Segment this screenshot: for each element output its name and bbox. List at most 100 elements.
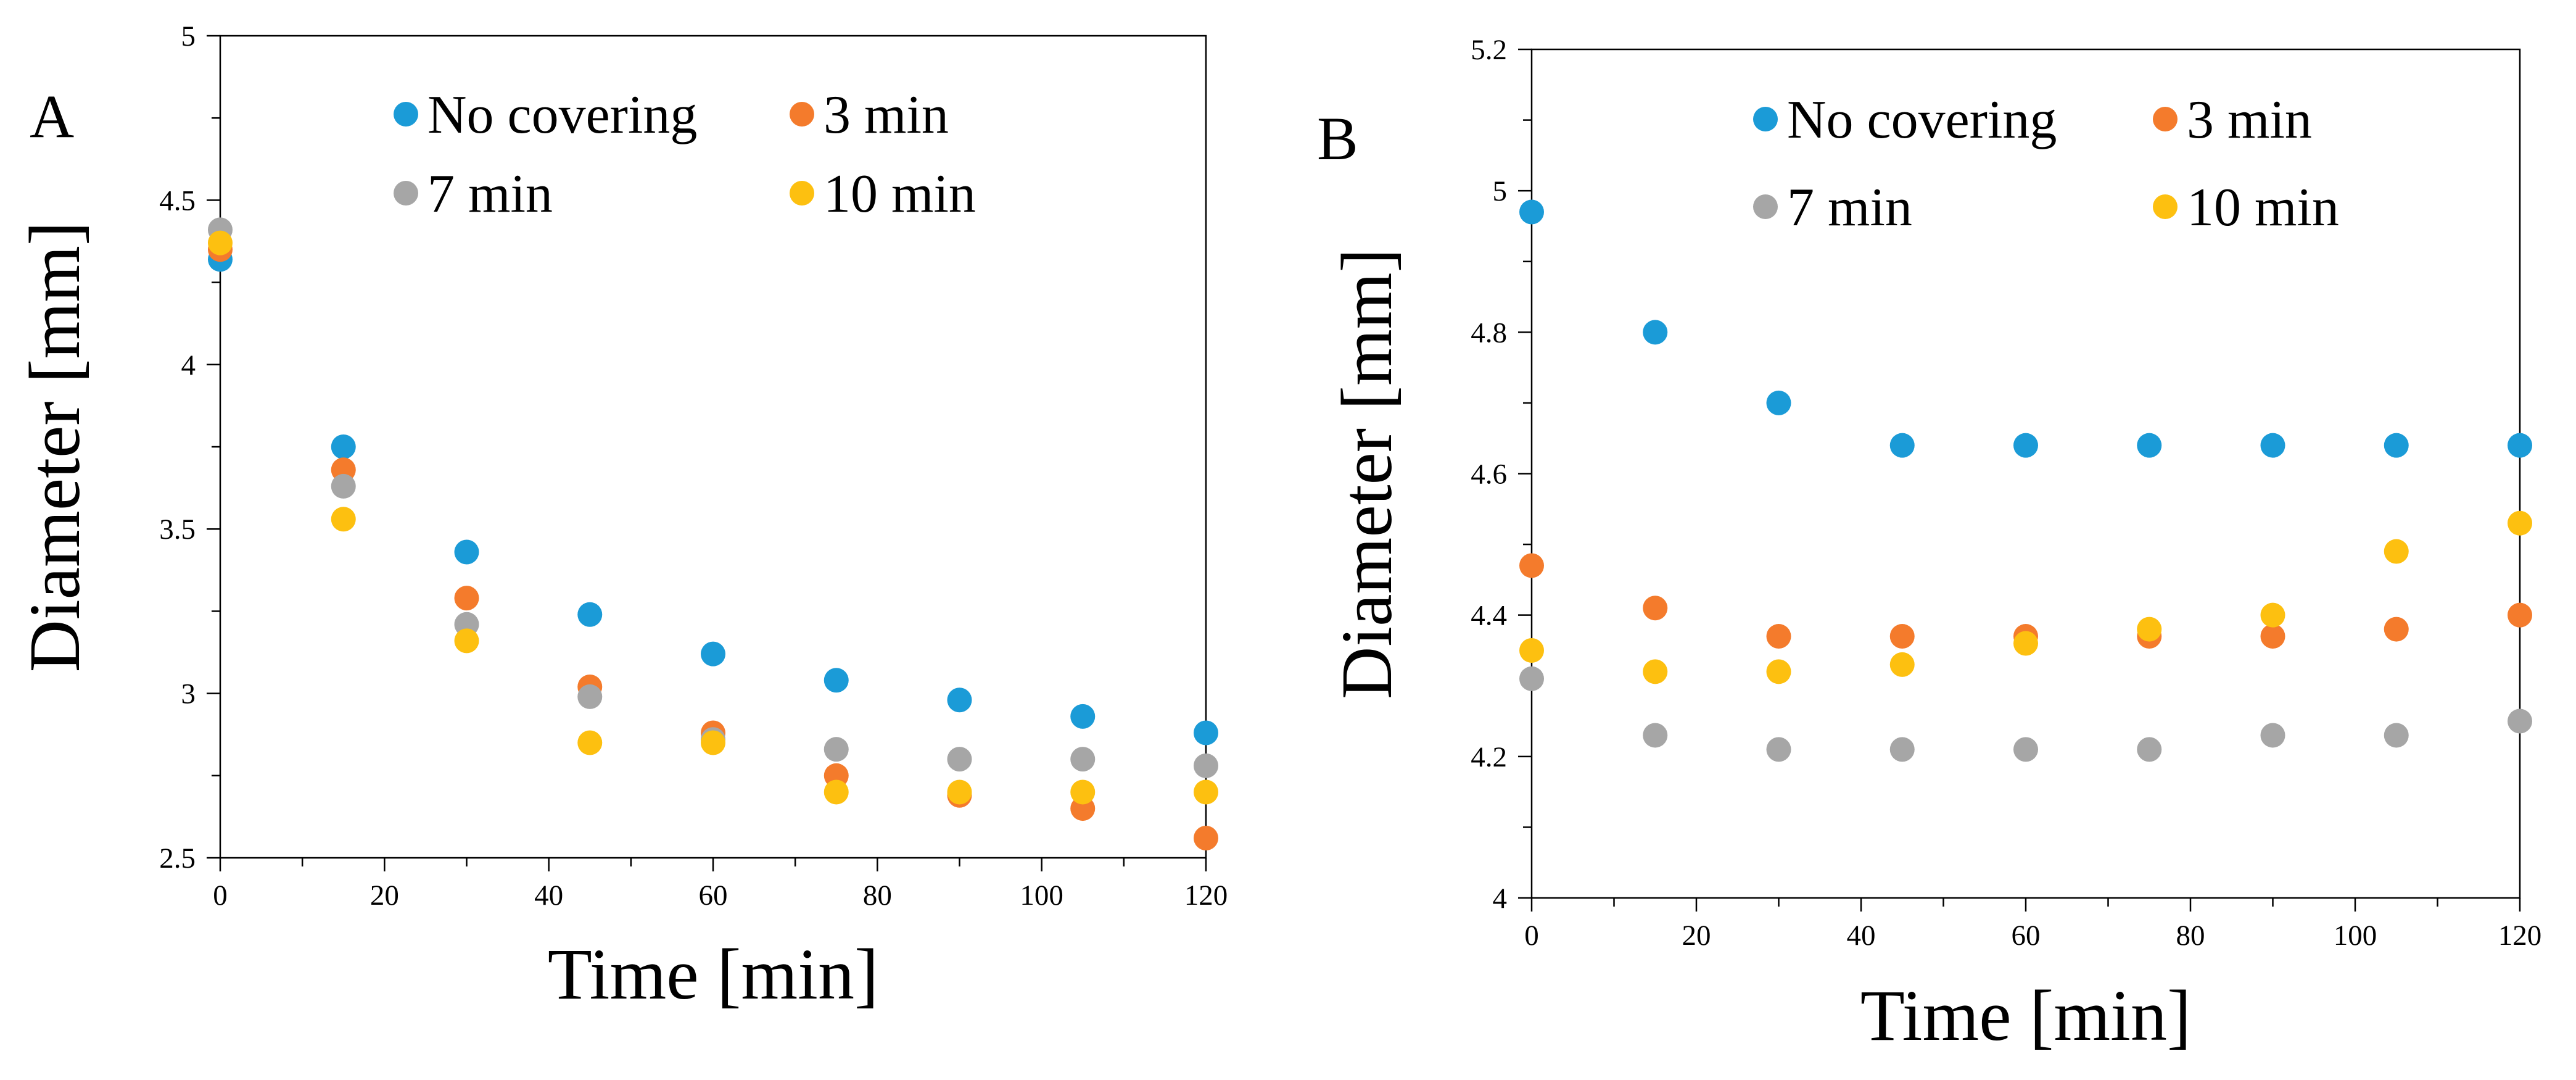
y-tick-label: 4.8 bbox=[1471, 317, 1507, 349]
y-tick-label: 4.4 bbox=[1471, 600, 1507, 632]
data-point bbox=[2260, 723, 2285, 748]
data-point bbox=[577, 684, 603, 709]
data-point bbox=[208, 230, 233, 255]
data-point bbox=[2137, 617, 2162, 642]
data-point bbox=[1519, 553, 1544, 578]
data-point bbox=[1070, 747, 1096, 772]
y-tick-label: 3.5 bbox=[159, 513, 196, 546]
x-tick-label: 100 bbox=[1020, 879, 1063, 912]
data-point bbox=[2260, 602, 2285, 628]
data-point bbox=[2508, 510, 2532, 536]
data-point bbox=[947, 687, 972, 713]
y-tick-label: 3 bbox=[181, 678, 196, 710]
data-point bbox=[701, 641, 725, 667]
data-point bbox=[2137, 433, 2162, 458]
x-tick-label: 40 bbox=[534, 879, 563, 912]
data-point bbox=[2508, 602, 2532, 628]
data-point bbox=[2384, 539, 2409, 564]
data-point bbox=[2508, 708, 2532, 734]
legend-marker bbox=[394, 181, 418, 206]
legend-marker bbox=[790, 102, 814, 127]
panel-letter: A bbox=[30, 82, 74, 151]
data-point bbox=[331, 434, 356, 459]
data-point bbox=[331, 473, 356, 499]
y-tick-label: 5.2 bbox=[1471, 34, 1507, 66]
legend-label: 10 min bbox=[824, 164, 976, 224]
legend-label: 7 min bbox=[427, 164, 553, 224]
data-point bbox=[701, 730, 725, 755]
x-tick-label: 40 bbox=[1847, 920, 1876, 952]
x-axis-title: Time [min] bbox=[548, 934, 879, 1015]
y-tick-label: 4 bbox=[181, 349, 196, 381]
legend-marker bbox=[2153, 194, 2178, 219]
data-point bbox=[1194, 779, 1218, 805]
data-point bbox=[1889, 624, 1915, 649]
legend-marker bbox=[1753, 194, 1778, 219]
x-tick-label: 120 bbox=[1184, 879, 1228, 912]
x-tick-label: 100 bbox=[2334, 920, 2377, 952]
x-tick-label: 120 bbox=[2498, 920, 2542, 952]
data-point bbox=[454, 586, 479, 611]
legend-marker bbox=[2153, 107, 2178, 131]
data-point bbox=[1194, 826, 1218, 851]
x-tick-label: 80 bbox=[863, 879, 892, 912]
y-tick-label: 4 bbox=[1493, 883, 1508, 915]
y-tick-label: 5 bbox=[1493, 175, 1508, 207]
y-tick-label: 4.6 bbox=[1471, 459, 1507, 491]
data-point bbox=[824, 668, 849, 693]
legend-label: 7 min bbox=[1787, 178, 1912, 238]
y-tick-label: 4.2 bbox=[1471, 741, 1507, 773]
x-tick-label: 60 bbox=[2012, 920, 2041, 952]
data-point bbox=[947, 747, 972, 772]
data-point bbox=[1766, 659, 1791, 684]
data-point bbox=[1519, 666, 1544, 691]
y-tick-label: 4.5 bbox=[159, 185, 196, 217]
data-point bbox=[2013, 737, 2038, 762]
data-point bbox=[1519, 199, 1544, 225]
data-point bbox=[1194, 753, 1218, 778]
legend-label: 3 min bbox=[2187, 90, 2312, 150]
x-tick-label: 0 bbox=[1524, 920, 1539, 952]
data-point bbox=[824, 779, 849, 805]
legend-marker bbox=[1753, 107, 1778, 131]
legend-marker bbox=[790, 181, 814, 206]
plot-frame bbox=[1530, 48, 2521, 899]
data-point bbox=[2384, 723, 2409, 748]
data-point bbox=[2260, 624, 2285, 649]
data-point bbox=[1519, 638, 1544, 663]
data-point bbox=[2137, 737, 2162, 762]
data-point bbox=[331, 507, 356, 532]
data-point bbox=[1194, 720, 1218, 746]
data-point bbox=[1643, 596, 1668, 621]
data-point bbox=[2260, 433, 2285, 458]
data-point bbox=[2013, 631, 2038, 656]
legend-label: 10 min bbox=[2187, 178, 2339, 238]
legend-label: 3 min bbox=[824, 85, 949, 145]
data-point bbox=[824, 737, 849, 762]
x-axis-title: Time [min] bbox=[1860, 975, 2192, 1056]
data-point bbox=[1643, 659, 1668, 684]
x-tick-label: 20 bbox=[1682, 920, 1711, 952]
data-point bbox=[1889, 652, 1915, 677]
data-point bbox=[577, 602, 603, 627]
data-point bbox=[947, 779, 972, 805]
data-point bbox=[1766, 737, 1791, 762]
x-tick-label: 0 bbox=[213, 879, 228, 912]
data-point bbox=[1889, 433, 1915, 458]
data-point bbox=[1889, 737, 1915, 762]
data-point bbox=[2384, 433, 2409, 458]
legend-label: No covering bbox=[427, 85, 697, 145]
data-point bbox=[454, 539, 479, 565]
legend-label: No covering bbox=[1787, 90, 2057, 150]
x-tick-label: 60 bbox=[699, 879, 728, 912]
panel-b: 0 20 40 60 80 100 120 4 4.2 4.4 4.6 4.8 5 5.2 Time [mi… bbox=[1317, 34, 2541, 1056]
y-axis-title: Diameter [mm] bbox=[14, 222, 95, 673]
panel-letter: B bbox=[1317, 104, 1358, 173]
data-point bbox=[454, 628, 479, 654]
x-tick-label: 20 bbox=[370, 879, 399, 912]
data-point bbox=[1070, 779, 1096, 805]
legend-marker bbox=[394, 102, 418, 127]
y-tick-label: 2.5 bbox=[159, 842, 196, 874]
data-point bbox=[1070, 704, 1096, 729]
